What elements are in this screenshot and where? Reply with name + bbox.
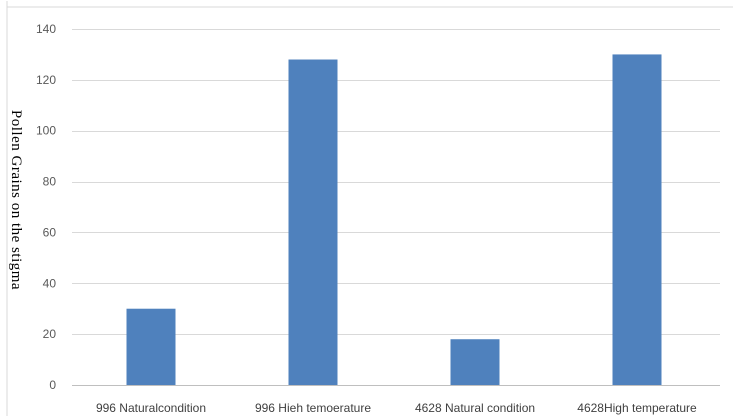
y-tick-label: 60 (43, 225, 57, 239)
x-category-label: 4628High temperature (577, 401, 697, 415)
bar (450, 339, 500, 385)
chart-frame (6, 1, 733, 416)
x-category-label: 996 Naturalcondition (96, 401, 206, 415)
bar (288, 59, 338, 386)
y-axis-label: Pollen Grains on the stigma (8, 110, 24, 290)
gridlines (72, 29, 720, 335)
y-tick-label: 80 (43, 175, 57, 189)
y-tick-label: 0 (49, 378, 56, 392)
x-category-label: 996 Hieh temoerature (255, 401, 371, 415)
y-tick-label: 140 (36, 22, 56, 36)
y-axis-ticks: 0 20 40 60 80 100 120 140 (36, 22, 56, 392)
bar (612, 54, 662, 386)
y-tick-label: 20 (43, 327, 57, 341)
y-tick-label: 120 (36, 73, 56, 87)
y-tick-label: 40 (43, 276, 57, 290)
x-axis-categories: 996 Naturalcondition 996 Hieh temoerature… (96, 401, 697, 415)
y-tick-label: 100 (36, 124, 56, 138)
x-category-label: 4628 Natural condition (415, 401, 535, 415)
bars (126, 54, 662, 386)
bar (126, 308, 176, 385)
